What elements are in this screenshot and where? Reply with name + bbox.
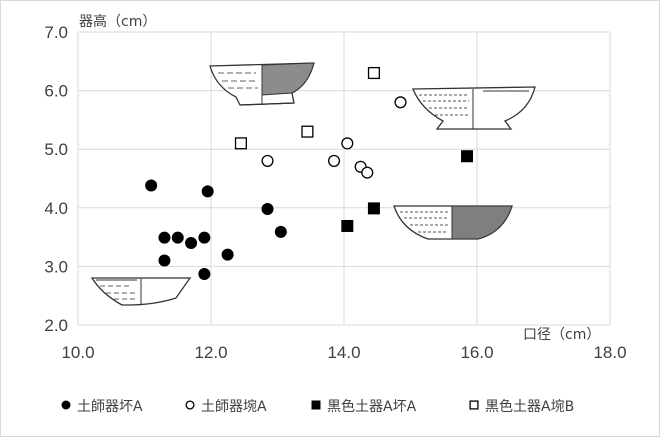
y-axis-title: 器高（cm） bbox=[79, 13, 156, 30]
data-point bbox=[221, 248, 234, 261]
x-axis-tick-labels: 10.0 12.0 14.0 16.0 18.0 bbox=[61, 343, 626, 362]
legend: 土師器坏A 土師器埦A 黒色土器A坏A 黒色土器A埦B bbox=[61, 398, 574, 415]
data-point bbox=[327, 154, 341, 167]
legend-label: 土師器坏A bbox=[77, 399, 143, 415]
legend-marker bbox=[61, 400, 71, 410]
y-tick-label: 6.0 bbox=[44, 82, 68, 101]
data-point bbox=[234, 137, 247, 150]
data-point bbox=[158, 254, 171, 267]
data-point bbox=[198, 268, 211, 281]
data-point bbox=[394, 96, 407, 109]
y-tick-label: 5.0 bbox=[44, 140, 68, 159]
data-point bbox=[367, 202, 380, 215]
x-tick-label: 18.0 bbox=[593, 343, 626, 362]
data-point bbox=[341, 219, 354, 232]
y-tick-label: 2.0 bbox=[44, 316, 68, 335]
legend-marker bbox=[469, 400, 479, 410]
legend-label: 黒色土器A坏A bbox=[327, 398, 417, 415]
gridlines bbox=[77, 31, 611, 326]
y-tick-label: 4.0 bbox=[44, 199, 68, 218]
data-point bbox=[274, 225, 287, 238]
data-point bbox=[145, 179, 158, 192]
legend-marker bbox=[185, 400, 195, 410]
data-point bbox=[341, 137, 354, 150]
data-point bbox=[171, 231, 184, 244]
x-tick-label: 16.0 bbox=[460, 343, 493, 362]
data-point bbox=[185, 236, 198, 249]
series-1 bbox=[145, 179, 287, 281]
data-point bbox=[367, 66, 380, 80]
vessel-illustration-kokushoku-bowl bbox=[393, 205, 513, 240]
series-2 bbox=[261, 96, 407, 179]
x-tick-label: 12.0 bbox=[194, 343, 227, 362]
legend-label: 土師器埦A bbox=[201, 399, 267, 415]
vessel-illustration-hajiki-wan bbox=[209, 62, 315, 106]
data-point bbox=[261, 202, 274, 215]
y-tick-label: 7.0 bbox=[44, 23, 68, 42]
vessel-illustration-kokushoku-wan bbox=[412, 86, 536, 130]
data-point bbox=[461, 150, 474, 163]
y-axis-tick-labels: 2.0 3.0 4.0 5.0 6.0 7.0 bbox=[44, 23, 68, 335]
series-4 bbox=[234, 66, 380, 150]
x-tick-label: 10.0 bbox=[61, 343, 94, 362]
y-tick-label: 3.0 bbox=[44, 257, 68, 276]
data-point bbox=[198, 231, 211, 244]
legend-marker bbox=[311, 400, 321, 410]
x-tick-label: 14.0 bbox=[327, 343, 360, 362]
data-point bbox=[301, 125, 314, 138]
data-point bbox=[361, 166, 374, 179]
vessel-illustration-hajiki-bowl-small bbox=[90, 277, 192, 306]
legend-label: 黒色土器A埦B bbox=[485, 398, 574, 415]
data-points bbox=[145, 66, 474, 281]
data-point bbox=[261, 154, 274, 167]
data-point bbox=[158, 231, 171, 244]
data-point bbox=[201, 185, 214, 198]
series-3 bbox=[341, 150, 474, 232]
x-axis-title: 口径（cm） bbox=[523, 327, 600, 343]
